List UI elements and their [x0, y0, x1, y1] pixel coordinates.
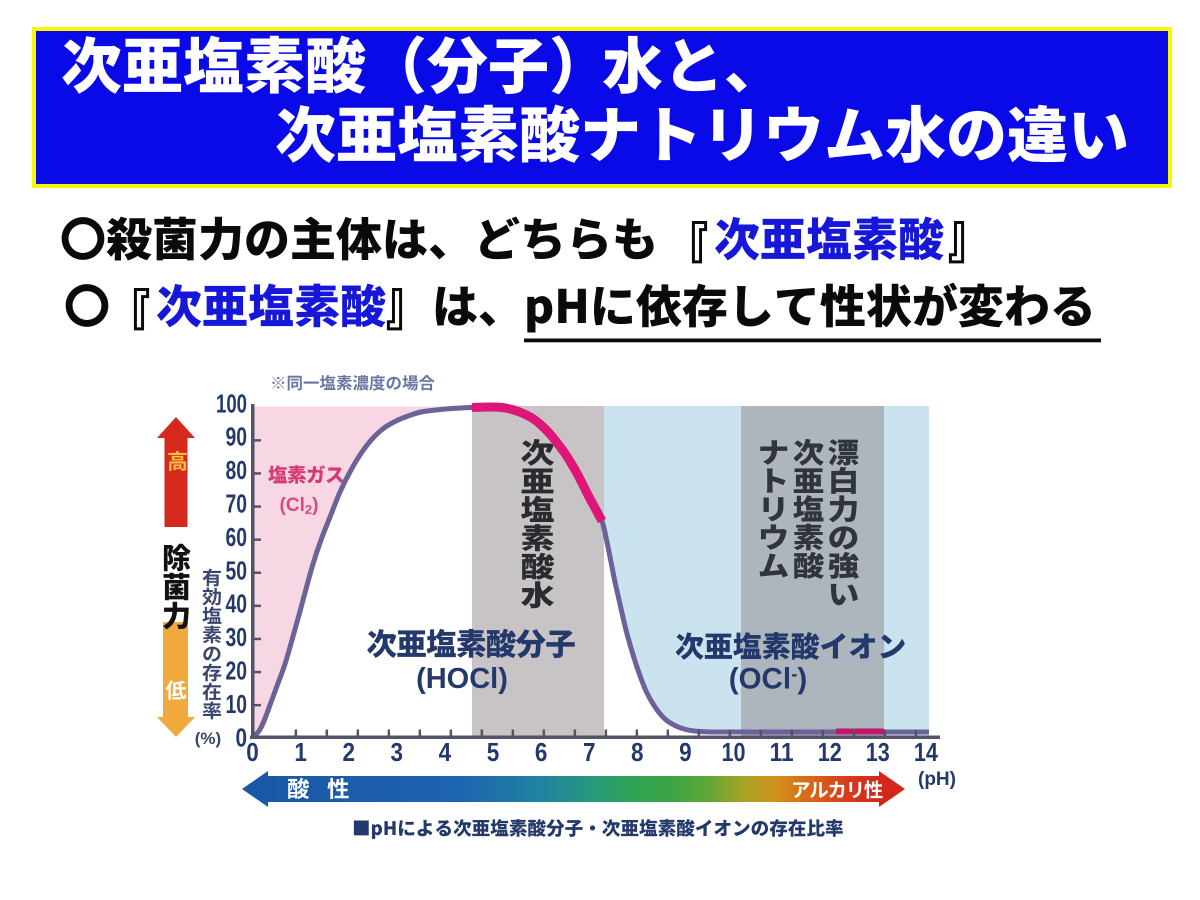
svg-text:20: 20: [226, 656, 248, 686]
svg-text:90: 90: [226, 422, 248, 452]
svg-text:0: 0: [236, 722, 248, 752]
svg-text:10: 10: [722, 737, 746, 767]
svg-text:(%): (%): [195, 729, 221, 748]
svg-text:80: 80: [226, 455, 248, 485]
svg-text:12: 12: [818, 737, 842, 767]
svg-text:13: 13: [866, 737, 890, 767]
svg-text:30: 30: [226, 622, 248, 652]
svg-text:3: 3: [391, 737, 404, 767]
svg-text:(pH): (pH): [918, 769, 956, 790]
svg-text:11: 11: [770, 737, 794, 767]
svg-text:10: 10: [226, 689, 248, 719]
svg-text:60: 60: [226, 522, 248, 552]
svg-text:50: 50: [226, 555, 248, 585]
svg-text:7: 7: [583, 737, 596, 767]
svg-text:70: 70: [226, 489, 248, 519]
svg-text:4: 4: [439, 737, 452, 767]
svg-text:40: 40: [226, 589, 248, 619]
svg-text:5: 5: [487, 737, 500, 767]
svg-text:2: 2: [342, 737, 355, 767]
svg-text:(Cl2): (Cl2): [280, 495, 319, 517]
svg-text:100: 100: [216, 388, 247, 418]
svg-text:6: 6: [535, 737, 548, 767]
svg-text:8: 8: [631, 737, 644, 767]
svg-text:(HOCl): (HOCl): [416, 663, 508, 695]
svg-text:9: 9: [679, 737, 692, 767]
svg-text:1: 1: [294, 737, 307, 767]
svg-text:0: 0: [246, 737, 259, 767]
svg-text:14: 14: [914, 737, 938, 767]
